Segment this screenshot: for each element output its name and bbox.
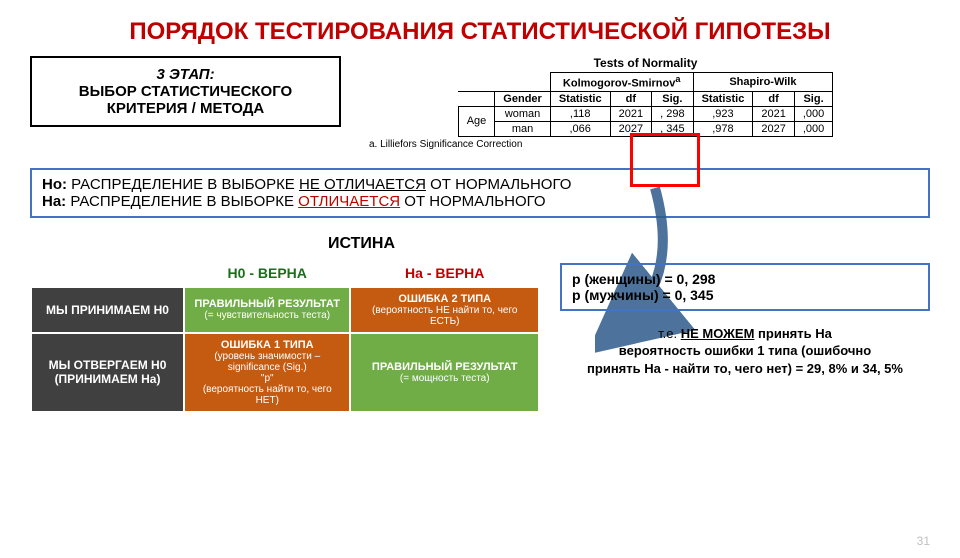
- page-number: 31: [917, 534, 930, 548]
- sw-header: Shapiro-Wilk: [693, 73, 833, 92]
- istina-header: ИСТИНА: [184, 229, 539, 259]
- cell-correct-power: ПРАВИЛЬНЫЙ РЕЗУЛЬТАТ (= мощность теста): [350, 333, 539, 412]
- h0-line: Но: РАСПРЕДЕЛЕНИЕ В ВЫБОРКЕ НЕ ОТЛИЧАЕТС…: [42, 176, 918, 193]
- h0-ul: НЕ ОТЛИЧАЕТСЯ: [299, 176, 426, 193]
- ha-ul: ОТЛИЧАЕТСЯ: [298, 193, 400, 210]
- sig-label-1: Sig.: [652, 91, 693, 106]
- hypotheses-box: Но: РАСПРЕДЕЛЕНИЕ В ВЫБОРКЕ НЕ ОТЛИЧАЕТС…: [30, 168, 930, 218]
- df-label-1: df: [610, 91, 651, 106]
- cell: ,066: [550, 121, 610, 136]
- cell: 2027: [753, 121, 794, 136]
- cell: 2021: [753, 106, 794, 121]
- c10s4: (вероятность найти то, чего НЕТ): [191, 384, 343, 406]
- h0-t2: ОТ НОРМАЛЬНОГО: [430, 176, 571, 193]
- ha-verna: На - ВЕРНА: [350, 259, 539, 287]
- stage-line2: ВЫБОР СТАТИСТИЧЕСКОГО: [48, 83, 323, 100]
- cell-type2-error: ОШИБКА 2 ТИПА (вероятность НЕ найти то, …: [350, 287, 539, 333]
- page-title: ПОРЯДОК ТЕСТИРОВАНИЯ СТАТИСТИЧЕСКОЙ ГИПО…: [0, 18, 960, 46]
- rej2: (ПРИНИМАЕМ На): [38, 372, 177, 386]
- ha-t1: РАСПРЕДЕЛЕНИЕ В ВЫБОРКЕ: [70, 193, 298, 210]
- sig-label-2: Sig.: [794, 91, 832, 106]
- p-men: р (мужчины) = 0, 345: [572, 287, 918, 303]
- bottom-row: ИСТИНА Н0 - ВЕРНА На - ВЕРНА МЫ ПРИНИМАЕ…: [0, 228, 960, 413]
- h0-prefix: Но:: [42, 176, 71, 193]
- c01s: (вероятность НЕ найти то, чего ЕСТЬ): [357, 305, 532, 327]
- c11s: (= мощность теста): [357, 373, 532, 384]
- stage-line3: КРИТЕРИЯ / МЕТОДА: [48, 100, 323, 117]
- concl-1a: т.е.: [658, 326, 681, 341]
- table-row: man ,066 2027 , 345 ,978 2027 ,000: [458, 121, 833, 136]
- decision-table: ИСТИНА Н0 - ВЕРНА На - ВЕРНА МЫ ПРИНИМАЕ…: [30, 228, 540, 413]
- stage-box: 3 ЭТАП: ВЫБОР СТАТИСТИЧЕСКОГО КРИТЕРИЯ /…: [30, 56, 341, 127]
- concl-3: принять На - найти то, чего нет) = 29, 8…: [587, 361, 903, 376]
- ks-header: Kolmogorov-Smirnov: [563, 78, 675, 90]
- concl-2: вероятность ошибки 1 типа (ошибочно: [619, 343, 871, 358]
- p-women: р (женщины) = 0, 298: [572, 271, 918, 287]
- accept-h0-label: МЫ ПРИНИМАЕМ Н0: [31, 287, 184, 333]
- stage-line1: 3 ЭТАП:: [48, 66, 323, 83]
- c10s3: "p": [191, 373, 343, 384]
- concl-1c: принять На: [758, 326, 832, 341]
- stat-label-2: Statistic: [693, 91, 753, 106]
- c10t: ОШИБКА 1 ТИПА: [191, 339, 343, 351]
- h0-verna: Н0 - ВЕРНА: [184, 259, 350, 287]
- h0-t1: РАСПРЕДЕЛЕНИЕ В ВЫБОРКЕ: [71, 176, 299, 193]
- c00t: ПРАВИЛЬНЫЙ РЕЗУЛЬТАТ: [191, 298, 343, 310]
- cell: ,000: [794, 106, 832, 121]
- cell: ,978: [693, 121, 753, 136]
- cell: ,923: [693, 106, 753, 121]
- cell: , 345: [652, 121, 693, 136]
- cell: woman: [495, 106, 551, 121]
- concl-1b: НЕ МОЖЕМ: [681, 326, 755, 341]
- cell: ,000: [794, 121, 832, 136]
- normality-caption: Tests of Normality: [361, 56, 930, 70]
- c00s: (= чувствительность теста): [191, 310, 343, 321]
- c10s1: (уровень значимости –: [191, 351, 343, 362]
- df-label-2: df: [753, 91, 794, 106]
- normality-table: Kolmogorov-Smirnova Shapiro-Wilk Gender …: [458, 72, 834, 137]
- cell-type1-error: ОШИБКА 1 ТИПА (уровень значимости – sign…: [184, 333, 350, 412]
- conclusion-text: т.е. НЕ МОЖЕМ принять На вероятность оши…: [560, 325, 930, 378]
- ha-t2: ОТ НОРМАЛЬНОГО: [404, 193, 545, 210]
- row-var: Age: [458, 106, 495, 136]
- p-values-box: р (женщины) = 0, 298 р (мужчины) = 0, 34…: [560, 263, 930, 311]
- ks-sup: a: [675, 74, 680, 84]
- cell: ,118: [550, 106, 610, 121]
- reject-h0-label: МЫ ОТВЕРГАЕМ Н0 (ПРИНИМАЕМ На): [31, 333, 184, 412]
- cell-correct-sens: ПРАВИЛЬНЫЙ РЕЗУЛЬТАТ (= чувствительность…: [184, 287, 350, 333]
- normality-footnote: a. Lilliefors Significance Correction: [361, 139, 930, 150]
- cell: , 298: [652, 106, 693, 121]
- ha-line: На: РАСПРЕДЕЛЕНИЕ В ВЫБОРКЕ ОТЛИЧАЕТСЯ О…: [42, 193, 918, 210]
- table-row: Age woman ,118 2021 , 298 ,923 2021 ,000: [458, 106, 833, 121]
- rej1: МЫ ОТВЕРГАЕМ Н0: [38, 358, 177, 372]
- top-row: 3 ЭТАП: ВЫБОР СТАТИСТИЧЕСКОГО КРИТЕРИЯ /…: [0, 56, 960, 150]
- right-column: р (женщины) = 0, 298 р (мужчины) = 0, 34…: [560, 228, 930, 378]
- c11t: ПРАВИЛЬНЫЙ РЕЗУЛЬТАТ: [357, 361, 532, 373]
- cell: 2027: [610, 121, 651, 136]
- c01t: ОШИБКА 2 ТИПА: [357, 293, 532, 305]
- cell: 2021: [610, 106, 651, 121]
- stat-label-1: Statistic: [550, 91, 610, 106]
- gender-label: Gender: [495, 91, 551, 106]
- c10s2: significance (Sig.): [191, 362, 343, 373]
- ha-prefix: На:: [42, 193, 70, 210]
- cell: man: [495, 121, 551, 136]
- normality-block: Tests of Normality Kolmogorov-Smirnova S…: [361, 56, 930, 150]
- decision-table-wrap: ИСТИНА Н0 - ВЕРНА На - ВЕРНА МЫ ПРИНИМАЕ…: [30, 228, 540, 413]
